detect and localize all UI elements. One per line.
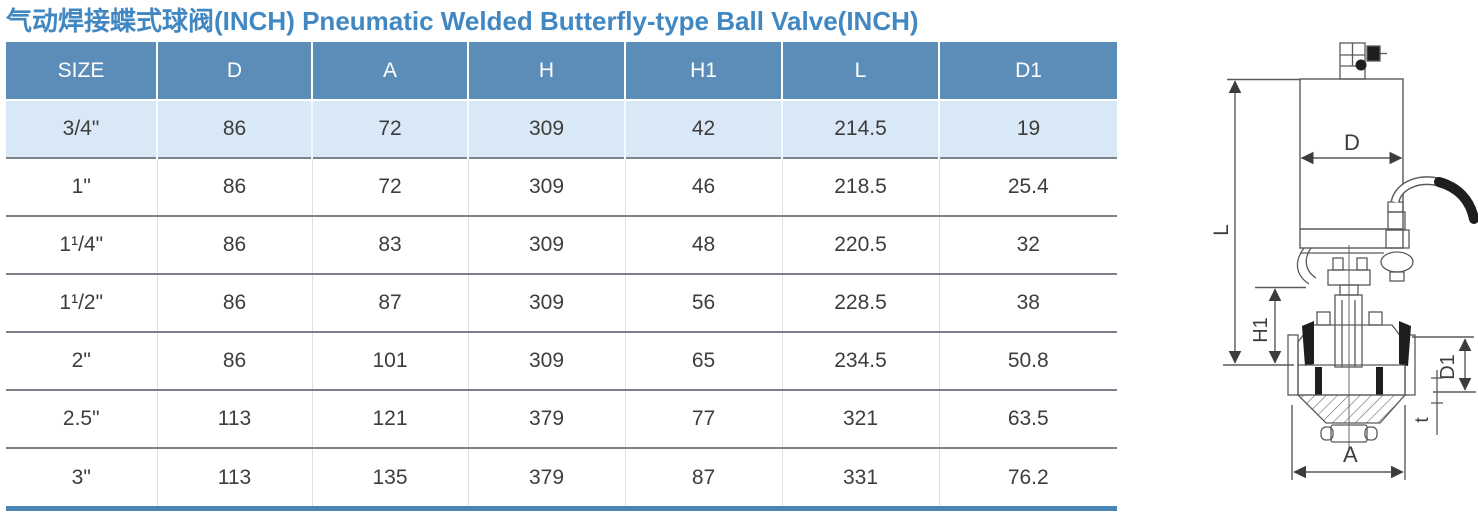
table-cell: 86 — [157, 331, 313, 390]
table-cell: 214.5 — [782, 100, 940, 158]
column-header: D — [157, 42, 313, 101]
column-header: L — [782, 42, 940, 101]
table-cell: 38 — [939, 273, 1117, 332]
table-row: 1" 86 72 309 46 218.5 25.4 — [6, 157, 1117, 216]
table-cell: 379 — [468, 447, 626, 506]
table-cell: 76.2 — [939, 447, 1117, 506]
table-cell: 321 — [782, 389, 940, 448]
table-cell: 1¹/2" — [6, 273, 158, 332]
table-cell: 218.5 — [782, 157, 940, 216]
table-cell: 234.5 — [782, 331, 940, 390]
svg-text:A: A — [1343, 442, 1358, 467]
dimension-table: SIZE D A H H1 L D1 3/4" 86 72 309 42 214.5 19 1" 86 72 3… — [6, 42, 1117, 506]
table-row: 2" 86 101 309 65 234.5 50.8 — [6, 331, 1117, 390]
dimension-D: D — [1300, 130, 1403, 165]
dimension-table-body: 3/4" 86 72 309 42 214.5 19 1" 86 72 309 46 218.5 25.4… — [6, 100, 1117, 506]
table-cell: 46 — [625, 157, 783, 216]
table-cell: 101 — [312, 331, 469, 390]
table-cell: 32 — [939, 215, 1117, 274]
table-cell: 113 — [157, 447, 313, 506]
table-cell: 220.5 — [782, 215, 940, 274]
table-cell: 331 — [782, 447, 940, 506]
table-cell: 63.5 — [939, 389, 1117, 448]
seal-right — [1399, 321, 1411, 366]
air-hose — [1380, 176, 1478, 282]
solenoid-fitting-icon — [1339, 42, 1387, 80]
table-cell: 309 — [468, 215, 626, 274]
table-row: 2.5" 113 121 379 77 321 63.5 — [6, 389, 1117, 448]
table-cell: 19 — [939, 100, 1117, 158]
table-cell: 113 — [157, 389, 313, 448]
dimension-L: L — [1210, 78, 1300, 366]
table-cell: 56 — [625, 273, 783, 332]
dimension-table-wrap: SIZE D A H H1 L D1 3/4" 86 72 309 42 214.5 19 1" 86 72 3… — [6, 42, 1117, 511]
weld-end-hatch — [1296, 394, 1407, 424]
table-cell: 309 — [468, 331, 626, 390]
table-cell: 121 — [312, 389, 469, 448]
table-cell: 379 — [468, 389, 626, 448]
table-cell: 309 — [468, 273, 626, 332]
valve-body — [1287, 245, 1416, 448]
table-cell: 72 — [312, 157, 469, 216]
column-header: H1 — [625, 42, 783, 101]
table-cell: 72 — [312, 100, 469, 158]
table-cell: 135 — [312, 447, 469, 506]
table-cell: 309 — [468, 100, 626, 158]
page-title: 气动焊接蝶式球阀(INCH) Pneumatic Welded Butterfl… — [6, 6, 919, 36]
column-header: H — [468, 42, 626, 101]
table-header-row: SIZE D A H H1 L D1 — [6, 42, 1117, 101]
table-cell: 25.4 — [939, 157, 1117, 216]
table-row: 1¹/2" 86 87 309 56 228.5 38 — [6, 273, 1117, 332]
column-header: D1 — [939, 42, 1117, 101]
valve-drawing-svg: D L L H1 — [1210, 42, 1478, 480]
table-cell: 2" — [6, 331, 158, 390]
dimension-A: A — [1291, 405, 1406, 480]
table-cell: 3" — [6, 447, 158, 506]
column-header: A — [312, 42, 469, 101]
table-cell: 77 — [625, 389, 783, 448]
table-row: 3" 113 135 379 87 331 76.2 — [6, 447, 1117, 506]
table-cell: 87 — [625, 447, 783, 506]
table-row: 3/4" 86 72 309 42 214.5 19 — [6, 100, 1117, 158]
table-cell: 48 — [625, 215, 783, 274]
table-cell: 86 — [157, 273, 313, 332]
seal-left — [1302, 321, 1314, 366]
table-cell: 2.5" — [6, 389, 158, 448]
dimension-H1: H1 — [1250, 286, 1306, 364]
svg-text:t: t — [1412, 417, 1433, 423]
table-row: 1¹/4" 86 83 309 48 220.5 32 — [6, 215, 1117, 274]
table-cell: 309 — [468, 157, 626, 216]
table-cell: 1" — [6, 157, 158, 216]
svg-text:L: L — [1210, 224, 1233, 236]
table-cell: 42 — [625, 100, 783, 158]
mounting-bracket — [1296, 247, 1384, 368]
table-cell: 86 — [157, 215, 313, 274]
valve-dimension-drawing: D L L H1 — [1148, 30, 1478, 527]
table-cell: 86 — [157, 157, 313, 216]
table-cell: 3/4" — [6, 100, 158, 158]
table-cell: 87 — [312, 273, 469, 332]
table-cell: 228.5 — [782, 273, 940, 332]
svg-text:H1: H1 — [1250, 317, 1272, 343]
table-cell: 83 — [312, 215, 469, 274]
column-header: SIZE — [6, 42, 158, 101]
table-cell: 86 — [157, 100, 313, 158]
table-cell: 50.8 — [939, 331, 1117, 390]
table-cell: 65 — [625, 331, 783, 390]
dimension-D1: D1 — [1412, 336, 1476, 393]
svg-text:D1: D1 — [1437, 354, 1459, 380]
table-cell: 1¹/4" — [6, 215, 158, 274]
svg-text:D: D — [1344, 130, 1360, 155]
dimension-t: t — [1412, 370, 1443, 435]
